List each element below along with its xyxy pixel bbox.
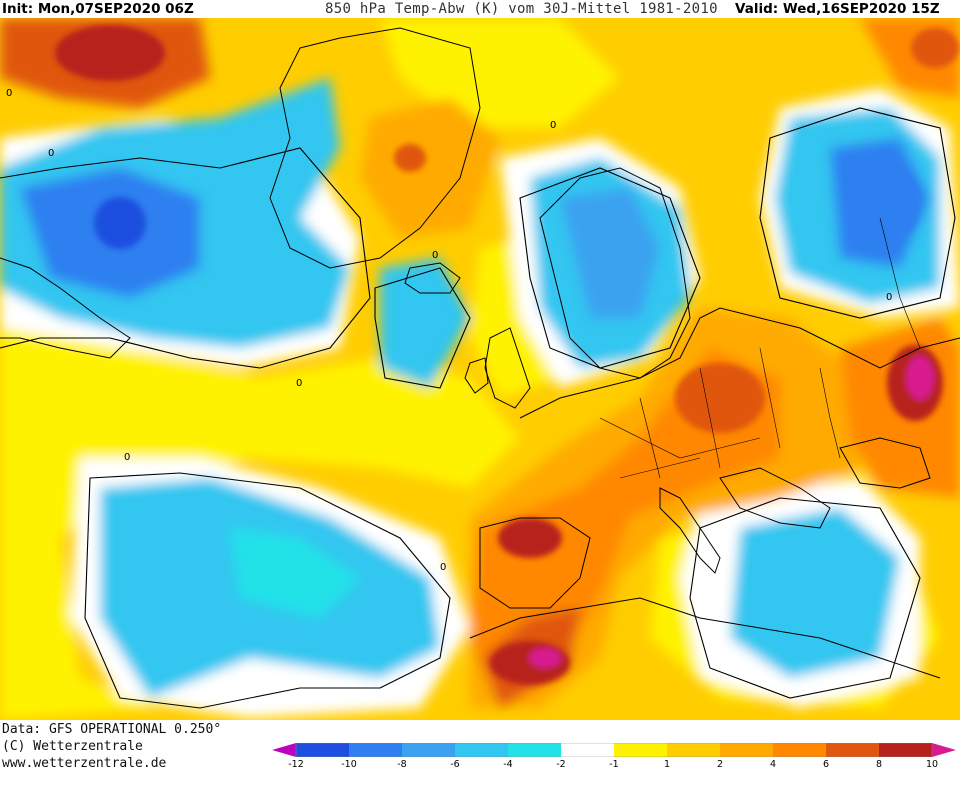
contour-label: 0 bbox=[432, 250, 438, 261]
legend-tick-label: -4 bbox=[503, 759, 513, 770]
copyright: (C) Wetterzentrale bbox=[2, 739, 143, 754]
cold-core-russia bbox=[880, 171, 920, 235]
legend-swatch bbox=[720, 743, 774, 757]
yellow-zone-atlantic bbox=[0, 318, 520, 720]
warm-core-east-peak bbox=[906, 356, 934, 400]
coastline-north-africa bbox=[469, 597, 941, 679]
legend-swatch bbox=[879, 743, 933, 757]
init-time: Init: Mon,07SEP2020 06Z bbox=[2, 1, 194, 17]
cold-region-scand-core bbox=[560, 188, 660, 318]
coastline-italy bbox=[659, 487, 721, 574]
cold-region-med bbox=[730, 508, 900, 678]
coastline-iceland bbox=[404, 262, 461, 294]
valid-time: Valid: Wed,16SEP2020 15Z bbox=[735, 1, 940, 17]
legend-swatch bbox=[614, 743, 668, 757]
contour-label: 0 bbox=[124, 452, 130, 463]
legend-tick-label: -6 bbox=[450, 759, 460, 770]
anomaly-cores bbox=[55, 25, 959, 685]
anomaly-map-svg: 0 0 0 0 0 0 0 0 bbox=[0, 18, 960, 720]
contour-label: 0 bbox=[6, 88, 12, 99]
legend-tick-label: 4 bbox=[769, 759, 777, 770]
cold-core-canada bbox=[94, 197, 146, 249]
contour-zero-med bbox=[689, 497, 921, 699]
warm-region-greenland bbox=[360, 98, 500, 238]
legend-swatch bbox=[349, 743, 403, 757]
legend-swatch bbox=[455, 743, 509, 757]
legend-tick-label: -1 bbox=[609, 759, 619, 770]
coastline-iberia bbox=[479, 517, 591, 609]
warm-core-morocco-peak bbox=[529, 648, 561, 668]
legend-swatch bbox=[296, 743, 350, 757]
warm-core-northeast bbox=[911, 28, 959, 68]
legend-swatch bbox=[508, 743, 562, 757]
coastline-canada bbox=[0, 257, 131, 359]
legend-swatch bbox=[826, 743, 880, 757]
warm-core-greenland bbox=[394, 144, 426, 172]
map-header: Init: Mon,07SEP2020 06Z 850 hPa Temp-Abw… bbox=[0, 0, 966, 18]
legend-tick-label: -8 bbox=[397, 759, 407, 770]
warm-core-iberia bbox=[498, 518, 562, 558]
legend-tick-label: 6 bbox=[822, 759, 830, 770]
legend-tick-label: 2 bbox=[716, 759, 724, 770]
contour-label: 0 bbox=[296, 378, 302, 389]
contour-zero-iceland bbox=[374, 267, 471, 389]
map-title: 850 hPa Temp-Abw (K) vom 30J-Mittel 1981… bbox=[325, 1, 718, 17]
cold-region-iceland bbox=[380, 258, 470, 388]
legend-bar bbox=[272, 742, 956, 758]
coastline-black-sea bbox=[839, 437, 931, 489]
contour-zero-scand bbox=[519, 167, 701, 369]
map-footer: Data: GFS OPERATIONAL 0.250° (C) Wetterz… bbox=[0, 720, 966, 786]
contour-label: 0 bbox=[48, 148, 54, 159]
contour-label: 0 bbox=[550, 120, 556, 131]
website: www.wetterzentrale.de bbox=[2, 756, 167, 771]
legend-swatch bbox=[667, 743, 721, 757]
contour-labels: 0 0 0 0 0 0 0 0 bbox=[6, 88, 892, 573]
contour-zero-west bbox=[0, 147, 371, 369]
coastline-ireland bbox=[464, 357, 489, 394]
warm-region-iberia bbox=[470, 348, 780, 698]
legend-tick-label: 8 bbox=[875, 759, 883, 770]
legend-tick-label: 1 bbox=[663, 759, 671, 770]
zero-contours bbox=[0, 107, 956, 709]
data-source: Data: GFS OPERATIONAL 0.250° bbox=[2, 722, 222, 737]
anomaly-map: 0 0 0 0 0 0 0 0 bbox=[0, 18, 960, 720]
contour-label: 0 bbox=[440, 562, 446, 573]
legend-swatch bbox=[272, 743, 296, 757]
contour-label: 0 bbox=[886, 292, 892, 303]
warm-core-central-europe bbox=[675, 363, 765, 433]
legend-tick-label: -12 bbox=[288, 759, 304, 770]
warm-core-arctic bbox=[55, 25, 165, 81]
cold-region-atlantic-core bbox=[230, 528, 360, 618]
legend-swatch bbox=[773, 743, 827, 757]
legend-swatch bbox=[402, 743, 456, 757]
contour-zero-russia bbox=[759, 107, 956, 319]
coastline-europe bbox=[519, 307, 960, 419]
legend-swatch bbox=[932, 743, 956, 757]
legend-tick-label: -10 bbox=[341, 759, 357, 770]
color-legend: -12-10-8-6-4-2-1124681012 bbox=[272, 742, 956, 770]
coastlines bbox=[0, 27, 960, 679]
legend-swatch bbox=[561, 743, 615, 757]
coastline-scandinavia bbox=[539, 167, 691, 379]
contour-zero-atlantic bbox=[84, 472, 451, 709]
legend-tick-label: 10 bbox=[925, 759, 939, 770]
coastline-greenland bbox=[269, 27, 481, 269]
legend-tick-label: -2 bbox=[556, 759, 566, 770]
country-borders bbox=[599, 217, 921, 479]
